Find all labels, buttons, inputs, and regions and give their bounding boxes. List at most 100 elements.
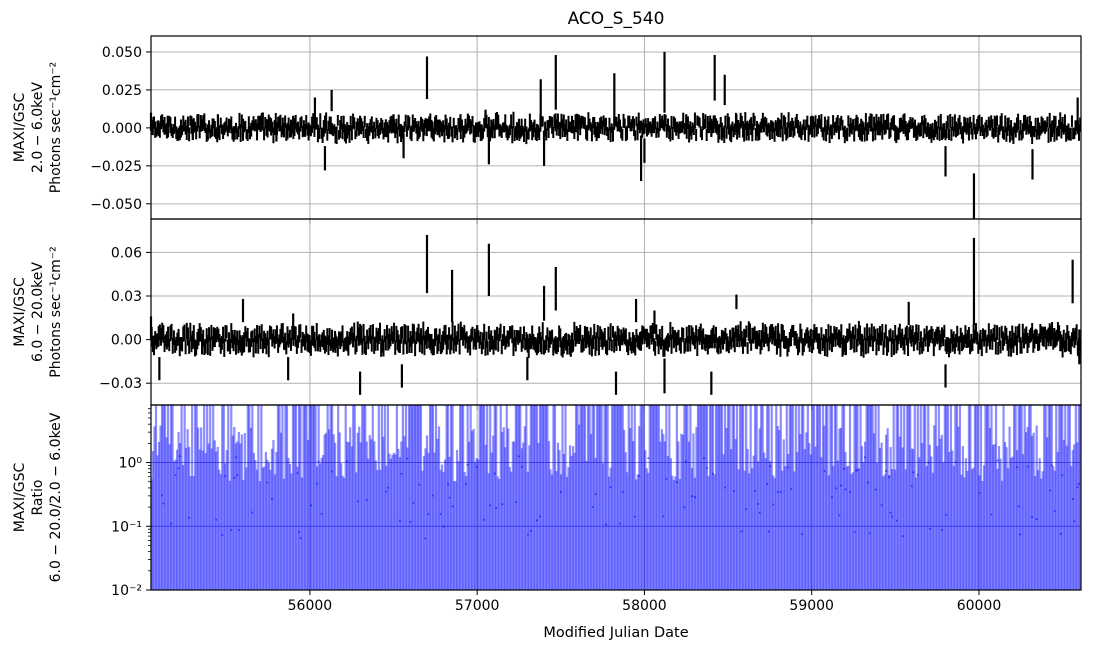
- y-axis-label-line: MAXI/GSC: [12, 462, 28, 532]
- ratio-point: [1050, 464, 1053, 467]
- ratio-point: [317, 460, 320, 463]
- ratio-point: [895, 519, 898, 522]
- ratio-point: [790, 488, 793, 491]
- ratio-point: [439, 513, 442, 516]
- ratio-point: [767, 530, 770, 533]
- ratio-point: [520, 465, 523, 468]
- ratio-point: [346, 460, 349, 463]
- chart-title: ACO_S_540: [568, 9, 665, 29]
- ratio-point: [776, 490, 779, 493]
- ratio-point: [237, 528, 240, 531]
- ratio-point: [891, 515, 894, 518]
- ratio-point: [1073, 520, 1076, 523]
- ratio-point: [662, 515, 665, 518]
- ratio-point: [559, 490, 562, 493]
- ratio-point: [928, 527, 931, 530]
- ratio-point: [800, 533, 803, 536]
- ratio-point: [483, 518, 486, 521]
- ratio-point: [867, 481, 870, 484]
- y-tick-label: 10⁰: [119, 456, 143, 472]
- panel-1: 0.050 0.025 0.000 −0.025 −0.050 MAXI/GSC 2.0 −…: [12, 35, 1082, 224]
- ratio-point: [712, 472, 715, 475]
- ratio-point: [1061, 474, 1064, 477]
- ratio-point: [386, 486, 389, 489]
- ratio-point: [836, 460, 839, 463]
- ratio-point: [1076, 486, 1079, 489]
- ratio-point: [665, 477, 668, 480]
- ratio-point: [1019, 533, 1022, 536]
- y-tick-label: −0.050: [90, 197, 142, 213]
- ratio-point: [733, 490, 736, 493]
- y-tick-label: 0.06: [111, 245, 142, 261]
- y-tick-label: −0.03: [99, 376, 142, 392]
- ratio-point: [1016, 466, 1019, 469]
- ratio-point: [740, 530, 743, 533]
- ratio-point: [177, 467, 180, 470]
- y-axis-label-line: 6.0 − 20.0keV: [30, 262, 46, 362]
- ratio-point: [365, 499, 368, 502]
- ratio-point: [1031, 516, 1034, 519]
- ratio-point: [465, 483, 468, 486]
- ratio-point: [230, 529, 233, 532]
- x-axis-label: Modified Julian Date: [543, 625, 688, 641]
- y-tick-label: 0.050: [102, 45, 142, 61]
- x-tick-label: 57000: [455, 598, 500, 614]
- ratio-point: [1049, 489, 1052, 492]
- ratio-point: [535, 519, 538, 522]
- ratio-point: [888, 476, 891, 479]
- ratio-point: [758, 511, 761, 514]
- ratio-point: [1026, 465, 1029, 468]
- ratio-point: [234, 456, 237, 459]
- ratio-point: [448, 496, 451, 499]
- ratio-point: [526, 533, 529, 536]
- y-axis-label-line: MAXI/GSC: [12, 92, 28, 162]
- ratio-point: [830, 496, 833, 499]
- ratio-point: [266, 481, 269, 484]
- ratio-point: [529, 529, 532, 532]
- ratio-point: [838, 514, 841, 517]
- ratio-point: [842, 467, 845, 470]
- x-tick-label: 56000: [288, 598, 333, 614]
- ratio-point: [442, 525, 445, 528]
- ratio-point: [745, 508, 748, 511]
- ratio-point: [724, 486, 727, 489]
- ratio-point: [990, 513, 993, 516]
- y-tick-label: 0.000: [102, 121, 142, 137]
- y-tick-label: 0.00: [111, 333, 142, 349]
- ratio-point: [489, 504, 492, 507]
- ratio-point: [945, 513, 948, 516]
- ratio-point: [594, 492, 597, 495]
- ratio-point: [754, 489, 757, 492]
- ratio-point: [835, 487, 838, 490]
- ratio-point: [409, 520, 412, 523]
- ratio-point: [787, 466, 790, 469]
- ratio-point: [916, 474, 919, 477]
- ratio-point: [757, 502, 760, 505]
- ratio-point: [161, 494, 164, 497]
- ratio-point: [693, 496, 696, 499]
- ratio-point: [880, 504, 883, 507]
- y-axis-label-line: Photons sec⁻¹cm⁻²: [48, 62, 64, 194]
- y-tick-label: 0.025: [102, 83, 142, 99]
- ratio-point: [233, 476, 236, 479]
- ratio-point: [174, 474, 177, 477]
- ratio-point: [501, 503, 504, 506]
- ratio-point: [940, 528, 943, 531]
- ratio-point: [901, 535, 904, 538]
- ratio-point: [298, 531, 301, 534]
- y-axis-label-line: Ratio: [30, 480, 46, 516]
- ratio-point: [385, 490, 388, 493]
- y-tick-label: −0.025: [90, 159, 142, 175]
- ratio-point: [188, 516, 191, 519]
- ratio-point: [856, 469, 859, 472]
- ratio-point: [849, 490, 852, 493]
- ratio-point: [874, 488, 877, 491]
- y-tick-label: 0.03: [111, 289, 142, 305]
- ratio-point: [1035, 518, 1038, 521]
- ratio-point: [400, 472, 403, 475]
- ratio-point: [839, 484, 842, 487]
- ratio-point: [406, 457, 409, 460]
- ratio-point: [517, 455, 520, 458]
